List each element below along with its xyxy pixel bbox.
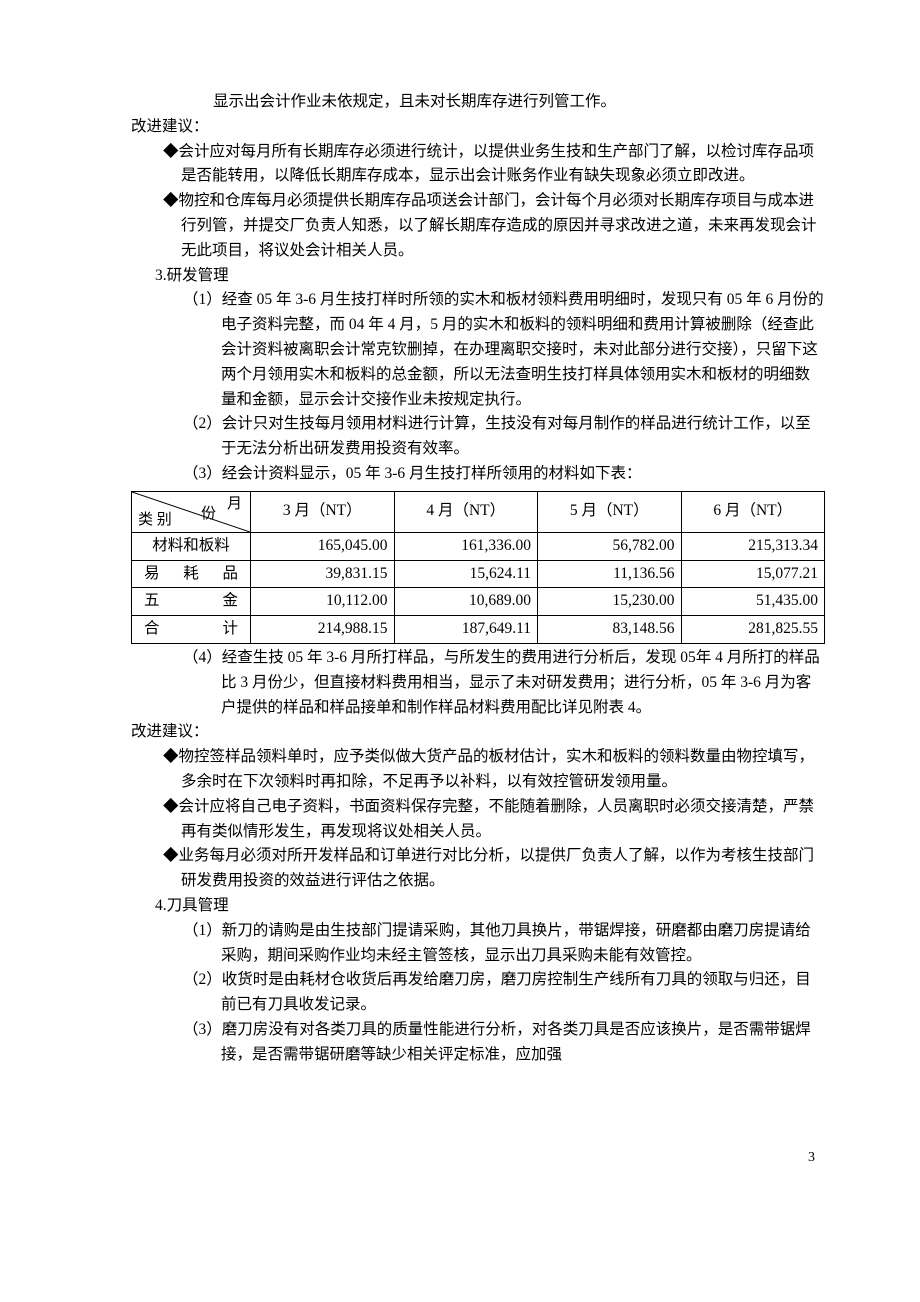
cell: 214,988.15 (251, 616, 395, 644)
section-3-item-1: （1）经查 05 年 3-6 月生技打样时所领的实木和板材领料费用明细时，发现只… (183, 288, 825, 412)
table-row: 易 耗 品 39,831.15 15,624.11 11,136.56 15,0… (132, 560, 825, 588)
table-header-row: 月 份 类 别 3 月（NT） 4 月（NT） 5 月（NT） 6 月（NT） (132, 491, 825, 532)
col-h-4: 6 月（NT） (681, 491, 825, 532)
cell: 10,689.00 (394, 588, 538, 616)
diag-bottom: 类 别 (138, 508, 172, 532)
section-4-item-2: （2）收货时是由耗材仓收货后再发给磨刀房，磨刀房控制生产线所有刀具的领取与归还，… (183, 968, 825, 1018)
section-4-item-1: （1）新刀的请购是由生技部门提请采购，其他刀具换片，带锯焊接，研磨都由磨刀房提请… (183, 919, 825, 969)
cell: 215,313.34 (681, 532, 825, 560)
cell: 15,230.00 (538, 588, 682, 616)
diag-mid: 份 (201, 502, 216, 526)
section-3-item-4: （4）经查生技 05 年 3-6 月所打样品，与所发生的费用进行分析后，发现 0… (183, 646, 825, 720)
col-h-3: 5 月（NT） (538, 491, 682, 532)
row-label: 合 计 (132, 616, 251, 644)
cell: 15,624.11 (394, 560, 538, 588)
cell: 83,148.56 (538, 616, 682, 644)
section-4-item-3: （3）磨刀房没有对各类刀具的质量性能进行分析，对各类刀具是否应该换片，是否需带锯… (183, 1018, 825, 1068)
cell: 161,336.00 (394, 532, 538, 560)
cell: 11,136.56 (538, 560, 682, 588)
section-4-title: 4.刀具管理 (155, 894, 825, 919)
materials-table: 月 份 类 别 3 月（NT） 4 月（NT） 5 月（NT） 6 月（NT） … (131, 491, 825, 644)
table-row: 材料和板料 165,045.00 161,336.00 56,782.00 21… (132, 532, 825, 560)
table-row: 合 计 214,988.15 187,649.11 83,148.56 281,… (132, 616, 825, 644)
bullet-1: ◆会计应对每月所有长期库存必须进行统计，以提供业务生技和生产部门了解，以检讨库存… (163, 140, 825, 190)
cell: 187,649.11 (394, 616, 538, 644)
cell: 51,435.00 (681, 588, 825, 616)
diag-top: 月 (227, 492, 242, 516)
section-3-item-3: （3）经会计资料显示，05 年 3-6 月生技打样所领用的材料如下表： (183, 462, 825, 487)
cell: 39,831.15 (251, 560, 395, 588)
bullet-2: ◆物控和仓库每月必须提供长期库存品项送会计部门，会计每个月必须对长期库存项目与成… (163, 189, 825, 263)
section-3-title: 3.研发管理 (155, 264, 825, 289)
bullet-4: ◆会计应将自己电子资料，书面资料保存完整，不能随着删除，人员离职时必须交接清楚，… (163, 795, 825, 845)
row-label: 五 金 (132, 588, 251, 616)
cell: 281,825.55 (681, 616, 825, 644)
table-row: 五 金 10,112.00 10,689.00 15,230.00 51,435… (132, 588, 825, 616)
row-label: 材料和板料 (132, 532, 251, 560)
cell: 10,112.00 (251, 588, 395, 616)
diag-header-cell: 月 份 类 别 (132, 491, 251, 532)
col-h-1: 3 月（NT） (251, 491, 395, 532)
col-h-2: 4 月（NT） (394, 491, 538, 532)
improve-label-1: 改进建议： (131, 115, 825, 140)
cell: 15,077.21 (681, 560, 825, 588)
improve-label-2: 改进建议： (131, 720, 825, 745)
para-continuation: 显示出会计作业未依规定，且未对长期库存进行列管工作。 (213, 90, 825, 115)
section-3-item-2: （2）会计只对生技每月领用材料进行计算，生技没有对每月制作的样品进行统计工作，以… (183, 412, 825, 462)
cell: 165,045.00 (251, 532, 395, 560)
row-label: 易 耗 品 (132, 560, 251, 588)
page-number: 3 (95, 1147, 825, 1169)
bullet-3: ◆物控签样品领料单时，应予类似做大货产品的板材估计，实木和板料的领料数量由物控填… (163, 745, 825, 795)
bullet-5: ◆业务每月必须对所开发样品和订单进行对比分析，以提供厂负责人了解，以作为考核生技… (163, 844, 825, 894)
cell: 56,782.00 (538, 532, 682, 560)
